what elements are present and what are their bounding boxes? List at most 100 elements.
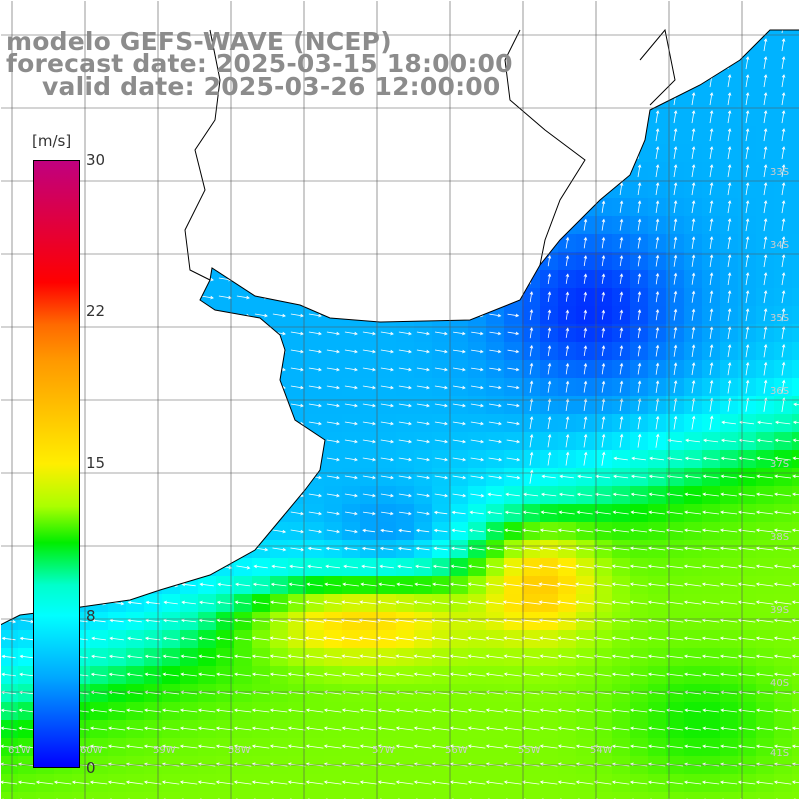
wind-arrow <box>539 744 558 749</box>
wind-speed-cell <box>144 792 163 800</box>
wind-arrow <box>489 331 502 336</box>
wind-arrow <box>344 331 358 336</box>
wind-arrow <box>648 528 666 533</box>
wind-arrow <box>691 146 696 160</box>
wind-arrow <box>344 529 358 534</box>
wind-arrow <box>359 600 378 605</box>
wind-arrow <box>431 726 450 731</box>
wind-arrow <box>395 708 414 713</box>
wind-arrow <box>683 780 702 785</box>
wind-arrow <box>503 708 522 713</box>
wind-arrow <box>773 744 792 749</box>
wind-arrow <box>647 654 666 659</box>
wind-arrow <box>593 744 612 749</box>
wind-arrow <box>358 636 379 641</box>
wind-arrow <box>362 475 376 480</box>
wind-arrow <box>198 672 216 677</box>
wind-arrow <box>344 511 358 516</box>
wind-arrow <box>308 367 322 372</box>
wind-arrow <box>467 708 486 713</box>
wind-arrow <box>601 236 606 249</box>
wind-arrow <box>745 200 750 214</box>
wind-arrow <box>575 654 594 659</box>
wind-arrow <box>362 421 376 426</box>
wind-arrow <box>507 385 520 390</box>
wind-arrow <box>521 546 540 551</box>
lon-label: 61W <box>8 745 31 756</box>
wind-arrow <box>431 672 450 677</box>
wind-arrow <box>395 726 414 731</box>
wind-arrow <box>502 582 523 587</box>
wind-arrow <box>763 272 768 286</box>
wind-arrow <box>565 380 570 393</box>
wind-arrow <box>378 582 395 587</box>
wind-arrow <box>655 415 660 430</box>
wind-arrow <box>19 636 34 641</box>
wind-arrow <box>755 654 774 659</box>
wind-speed-cell <box>792 648 800 667</box>
wind-arrow <box>673 146 678 160</box>
wind-arrow <box>108 672 125 677</box>
wind-arrow <box>685 438 701 443</box>
wind-arrow <box>791 726 800 731</box>
wind-arrow <box>583 416 588 430</box>
wind-arrow <box>727 290 732 304</box>
wind-arrow <box>583 218 588 231</box>
wind-arrow <box>745 182 750 196</box>
wind-arrow <box>575 546 594 551</box>
wind-arrow <box>773 546 792 551</box>
wind-arrow <box>359 726 378 731</box>
wind-speed-cell <box>792 306 800 325</box>
wind-arrow <box>719 546 738 551</box>
wind-arrow <box>691 290 696 303</box>
wind-arrow <box>781 164 786 178</box>
wind-arrow <box>344 403 358 408</box>
wind-arrow <box>583 291 588 302</box>
wind-arrow <box>745 56 750 70</box>
wind-arrow <box>452 385 466 390</box>
wind-speed-cell <box>792 432 800 451</box>
wind-arrow <box>485 636 504 641</box>
wind-arrow <box>737 636 756 641</box>
wind-arrow <box>763 164 768 178</box>
wind-arrow <box>179 780 198 785</box>
wind-arrow <box>529 451 534 466</box>
wind-arrow <box>179 744 198 749</box>
wind-arrow <box>719 582 738 587</box>
wind-arrow <box>774 420 791 425</box>
wind-arrow <box>720 474 737 479</box>
wind-arrow <box>665 564 684 569</box>
wind-arrow <box>601 218 606 231</box>
wind-arrow <box>684 672 702 677</box>
wind-arrow <box>781 200 786 214</box>
wind-arrow <box>709 362 714 376</box>
wind-arrow <box>539 708 558 713</box>
wind-arrow <box>305 600 324 605</box>
wind-arrow <box>413 780 432 785</box>
wind-arrow <box>547 433 552 448</box>
wind-arrow <box>416 421 430 426</box>
wind-arrow <box>575 780 594 785</box>
wind-arrow <box>701 654 720 659</box>
wind-arrow <box>655 326 660 339</box>
wind-speed-cell <box>252 792 271 800</box>
wind-arrow <box>709 344 714 358</box>
lon-label: 55W <box>518 745 541 756</box>
wind-arrow <box>198 636 215 641</box>
wind-arrow <box>451 546 467 551</box>
wind-arrow <box>737 600 756 605</box>
wind-arrow <box>539 636 558 641</box>
wind-arrow <box>395 780 414 785</box>
wind-arrow <box>434 367 448 372</box>
wind-arrow <box>18 708 35 713</box>
wind-arrow <box>487 510 503 515</box>
wind-speed-cell <box>72 792 91 800</box>
wind-arrow <box>287 744 306 749</box>
wind-arrow <box>290 511 305 516</box>
wind-arrow <box>362 349 376 354</box>
wind-arrow <box>469 510 484 515</box>
wind-arrow <box>691 362 696 376</box>
wind-arrow <box>773 726 792 731</box>
wind-arrow <box>601 362 606 375</box>
wind-arrow <box>362 403 376 408</box>
